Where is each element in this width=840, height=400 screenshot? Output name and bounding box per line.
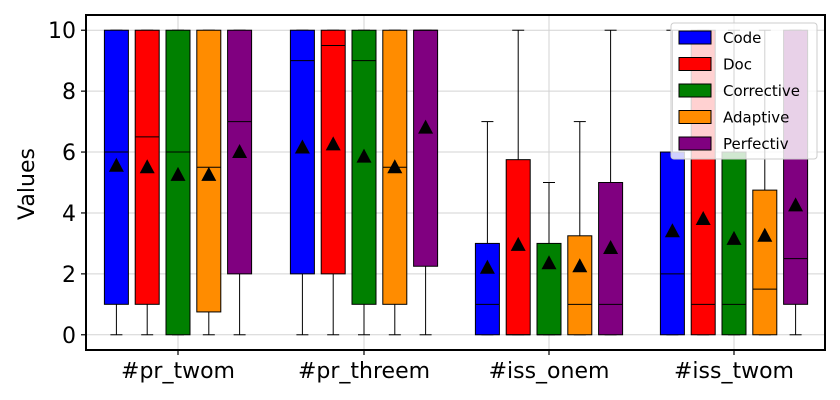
legend-swatch-doc [678,57,712,71]
legend-label-code: Code [723,29,761,47]
axes: 0 2 4 6 8 10 #pr_twom #pr_threem #iss_onem #iss_t… [48,19,794,384]
mean-marker [479,259,495,274]
legend-swatch-code [678,30,712,45]
box-perfectiv-1 [413,29,439,336]
box-adaptive-0 [196,29,222,336]
mean-marker [232,144,248,159]
x-tick-label: #pr_threem [298,359,430,384]
mean-marker [541,255,557,270]
box-body [165,29,191,336]
y-tick-label: 4 [62,202,76,227]
box-corrective-1 [351,29,377,336]
box-body [752,189,778,336]
legend-label-adaptive: Adaptive [723,109,789,127]
legend-swatch-adaptive [678,110,712,124]
box-body [598,182,624,336]
box-code-2 [474,121,500,336]
box-perfectiv-2 [598,29,624,336]
y-tick-label: 10 [48,19,76,44]
legend-label-corrective: Corrective [723,82,800,100]
x-tick-label: #pr_twom [121,359,235,384]
mean-marker [170,166,186,181]
box-body [474,242,500,336]
box-corrective-0 [165,29,191,336]
mean-marker [757,227,773,242]
mean-marker [325,136,341,151]
mean-marker [356,148,372,163]
legend: Code Doc Corrective Adaptive Perfectiv [670,22,818,160]
legend-label-perfectiv: Perfectiv [723,135,789,153]
mean-marker [387,159,403,174]
x-tick-label: #iss_twom [674,359,794,384]
box-doc-0 [134,29,160,336]
mean-marker [695,211,711,226]
y-tick-label: 0 [62,324,76,349]
box-body [413,29,439,267]
mean-marker [510,236,526,251]
y-tick-label: 6 [62,141,76,166]
mean-marker [726,230,742,245]
legend-label-doc: Doc [723,56,752,74]
box-body [567,235,593,336]
mean-marker [294,139,310,154]
box-body [505,159,531,336]
box-code-0 [103,29,129,336]
box-body [659,151,685,336]
box-adaptive-2 [567,121,593,336]
box-corrective-3 [721,29,747,336]
box-perfectiv-0 [227,29,253,336]
box-doc-2 [505,29,531,336]
x-tick-label: #iss_onem [489,359,610,384]
box-adaptive-1 [382,29,408,336]
mean-marker [788,197,804,212]
box-body [351,29,377,305]
mean-marker [201,166,217,181]
mean-marker [664,223,680,238]
plot-area [103,29,809,336]
box-corrective-2 [536,182,562,336]
box-body [320,29,346,275]
box-code-1 [289,29,315,336]
mean-marker [603,239,619,254]
y-axis-label: Values [15,148,40,220]
y-tick-label: 8 [62,80,76,105]
legend-swatch-perfectiv [678,136,712,151]
box-doc-1 [320,29,346,336]
mean-marker [572,258,588,273]
y-tick-label: 2 [62,263,76,288]
mean-marker [418,119,434,134]
mean-marker [108,157,124,172]
plot-frame [85,14,826,351]
legend-swatch-corrective [678,83,712,98]
mean-marker [139,159,155,174]
